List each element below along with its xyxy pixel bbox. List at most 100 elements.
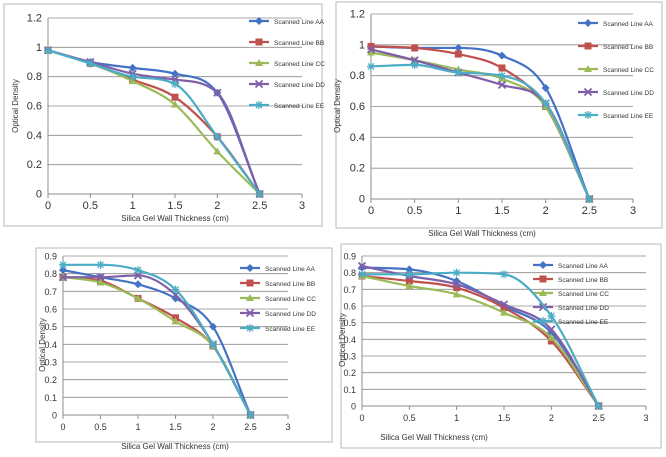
data-point-2 (452, 280, 461, 289)
legend-label: Scanned Line AA (603, 21, 654, 28)
legend-label: Scanned Line BB (274, 40, 324, 47)
y-tick-label: 0.2 (343, 368, 356, 378)
legend-entry: Scanned Line CC (533, 289, 609, 298)
y-tick-label: 0.7 (343, 285, 356, 295)
legend-entry: Scanned Line DD (240, 308, 316, 318)
legend-entry: Scanned Line AA (249, 17, 325, 26)
data-point-legend (539, 275, 547, 283)
legend-label: Scanned Line DD (265, 311, 316, 318)
y-tick-label: 0.6 (343, 302, 356, 312)
x-tick-label: 2 (543, 205, 549, 217)
data-point-3 (171, 285, 180, 294)
y-tick-label: 0.1 (44, 393, 57, 403)
x-tick-label: 0.5 (83, 200, 98, 212)
y-tick-label: 0 (351, 402, 356, 412)
x-tick-label: 1.5 (167, 200, 182, 212)
data-point-0 (366, 45, 376, 54)
y-tick-label: 0.8 (350, 70, 365, 82)
data-point-1 (96, 260, 105, 269)
data-point-1 (405, 277, 413, 285)
data-point-legend (246, 279, 254, 287)
y-axis-title: Optical Density (11, 79, 20, 133)
data-point-2 (454, 50, 462, 58)
y-tick-label: 0 (36, 189, 42, 201)
series-scanned-line-ee (358, 268, 603, 410)
data-point-4 (213, 132, 222, 141)
data-point-3 (171, 317, 180, 325)
data-point-4 (209, 322, 217, 331)
data-point-legend (539, 261, 547, 269)
data-point-legend (584, 65, 592, 72)
data-point-3 (498, 64, 506, 72)
x-axis-title: Silica Gel Wall Thickness (cm) (121, 214, 229, 223)
data-point-1 (410, 60, 419, 69)
y-tick-label: 1 (36, 42, 42, 54)
x-tick-label: 0 (45, 200, 51, 212)
chart-panel-2: 0 0.2 0.4 0.6 0.8 1 1.2 0 0.5 1 1.5 2 2.5 3 Silica Gel… (333, 1, 663, 238)
data-point-3 (499, 300, 509, 309)
y-tick-label: 0.8 (343, 268, 356, 278)
legend-label: Scanned Line DD (558, 305, 609, 312)
x-tick-label: 2 (214, 200, 220, 212)
x-axis-title: Silica Gel Wall Thickness (cm) (121, 442, 229, 451)
x-tick-label: 2 (549, 413, 554, 423)
chart-frame (340, 243, 662, 449)
legend-label: Scanned Line BB (558, 277, 608, 284)
x-axis-title: Silica Gel Wall Thickness (cm) (428, 229, 536, 238)
legend-entry: Scanned Line DD (249, 79, 325, 89)
chart-frame (3, 3, 323, 227)
legend-entry: Scanned Line BB (249, 38, 324, 47)
data-point-4 (213, 88, 222, 97)
data-point-3 (498, 71, 506, 80)
data-point-4 (547, 312, 556, 320)
legend-entry: Scanned Line AA (240, 264, 316, 273)
y-tick-label: 1.2 (350, 9, 365, 21)
data-point-1 (411, 44, 419, 52)
data-point-legend (255, 17, 263, 25)
data-point-2 (134, 294, 142, 302)
chart-frame (335, 1, 663, 229)
x-tick-label: 2.5 (582, 205, 597, 217)
y-tick-label: 0.5 (44, 322, 57, 332)
y-tick-label: 0.6 (27, 101, 42, 113)
legend-label: Scanned Line CC (274, 61, 325, 68)
y-tick-label: 0.4 (44, 340, 57, 350)
data-point-1 (96, 278, 105, 286)
legend-label: Scanned Line DD (274, 82, 325, 89)
y-axis-title: Optical Density (338, 313, 347, 367)
data-point-legend (254, 79, 264, 89)
y-tick-label: 1.2 (27, 13, 42, 25)
series-scanned-line-ee (44, 46, 264, 198)
x-tick-label: 2 (210, 422, 215, 432)
data-point-1 (86, 59, 95, 68)
data-point-5 (585, 195, 594, 203)
y-tick-label: 0.2 (44, 375, 57, 385)
legend-entry: Scanned Line BB (240, 279, 315, 288)
y-tick-label: 0.1 (343, 385, 356, 395)
data-point-legend (246, 324, 254, 332)
data-point-2 (134, 266, 142, 275)
data-point-3 (171, 80, 179, 88)
x-tick-label: 3 (299, 200, 305, 212)
data-point-3 (498, 51, 506, 60)
y-tick-label: 0 (359, 194, 365, 206)
y-tick-label: 0.4 (27, 130, 42, 142)
x-tick-label: 1.5 (169, 422, 182, 432)
data-point-0 (367, 62, 375, 71)
data-point-0 (367, 42, 375, 50)
x-tick-label: 2.5 (244, 422, 257, 432)
data-point-0 (357, 261, 367, 271)
data-point-2 (454, 43, 463, 52)
data-point-5 (246, 411, 255, 419)
data-point-legend (584, 111, 592, 119)
y-tick-label: 0.5 (343, 318, 356, 328)
data-point-4 (541, 84, 550, 92)
data-point-4 (547, 333, 556, 341)
legend-label: Scanned Line EE (274, 103, 325, 110)
data-point-legend (584, 19, 592, 27)
legend-entry: Scanned Line CC (249, 59, 325, 68)
legend-entry: Scanned Line AA (578, 19, 654, 28)
chart-panel-3: 0 0.1 0.2 0.3 0.4 0.5 0.6 0.7 0.8 0.9 0 0.5 1 1.5 2 2.5… (35, 247, 333, 451)
data-point-legend (255, 59, 263, 66)
